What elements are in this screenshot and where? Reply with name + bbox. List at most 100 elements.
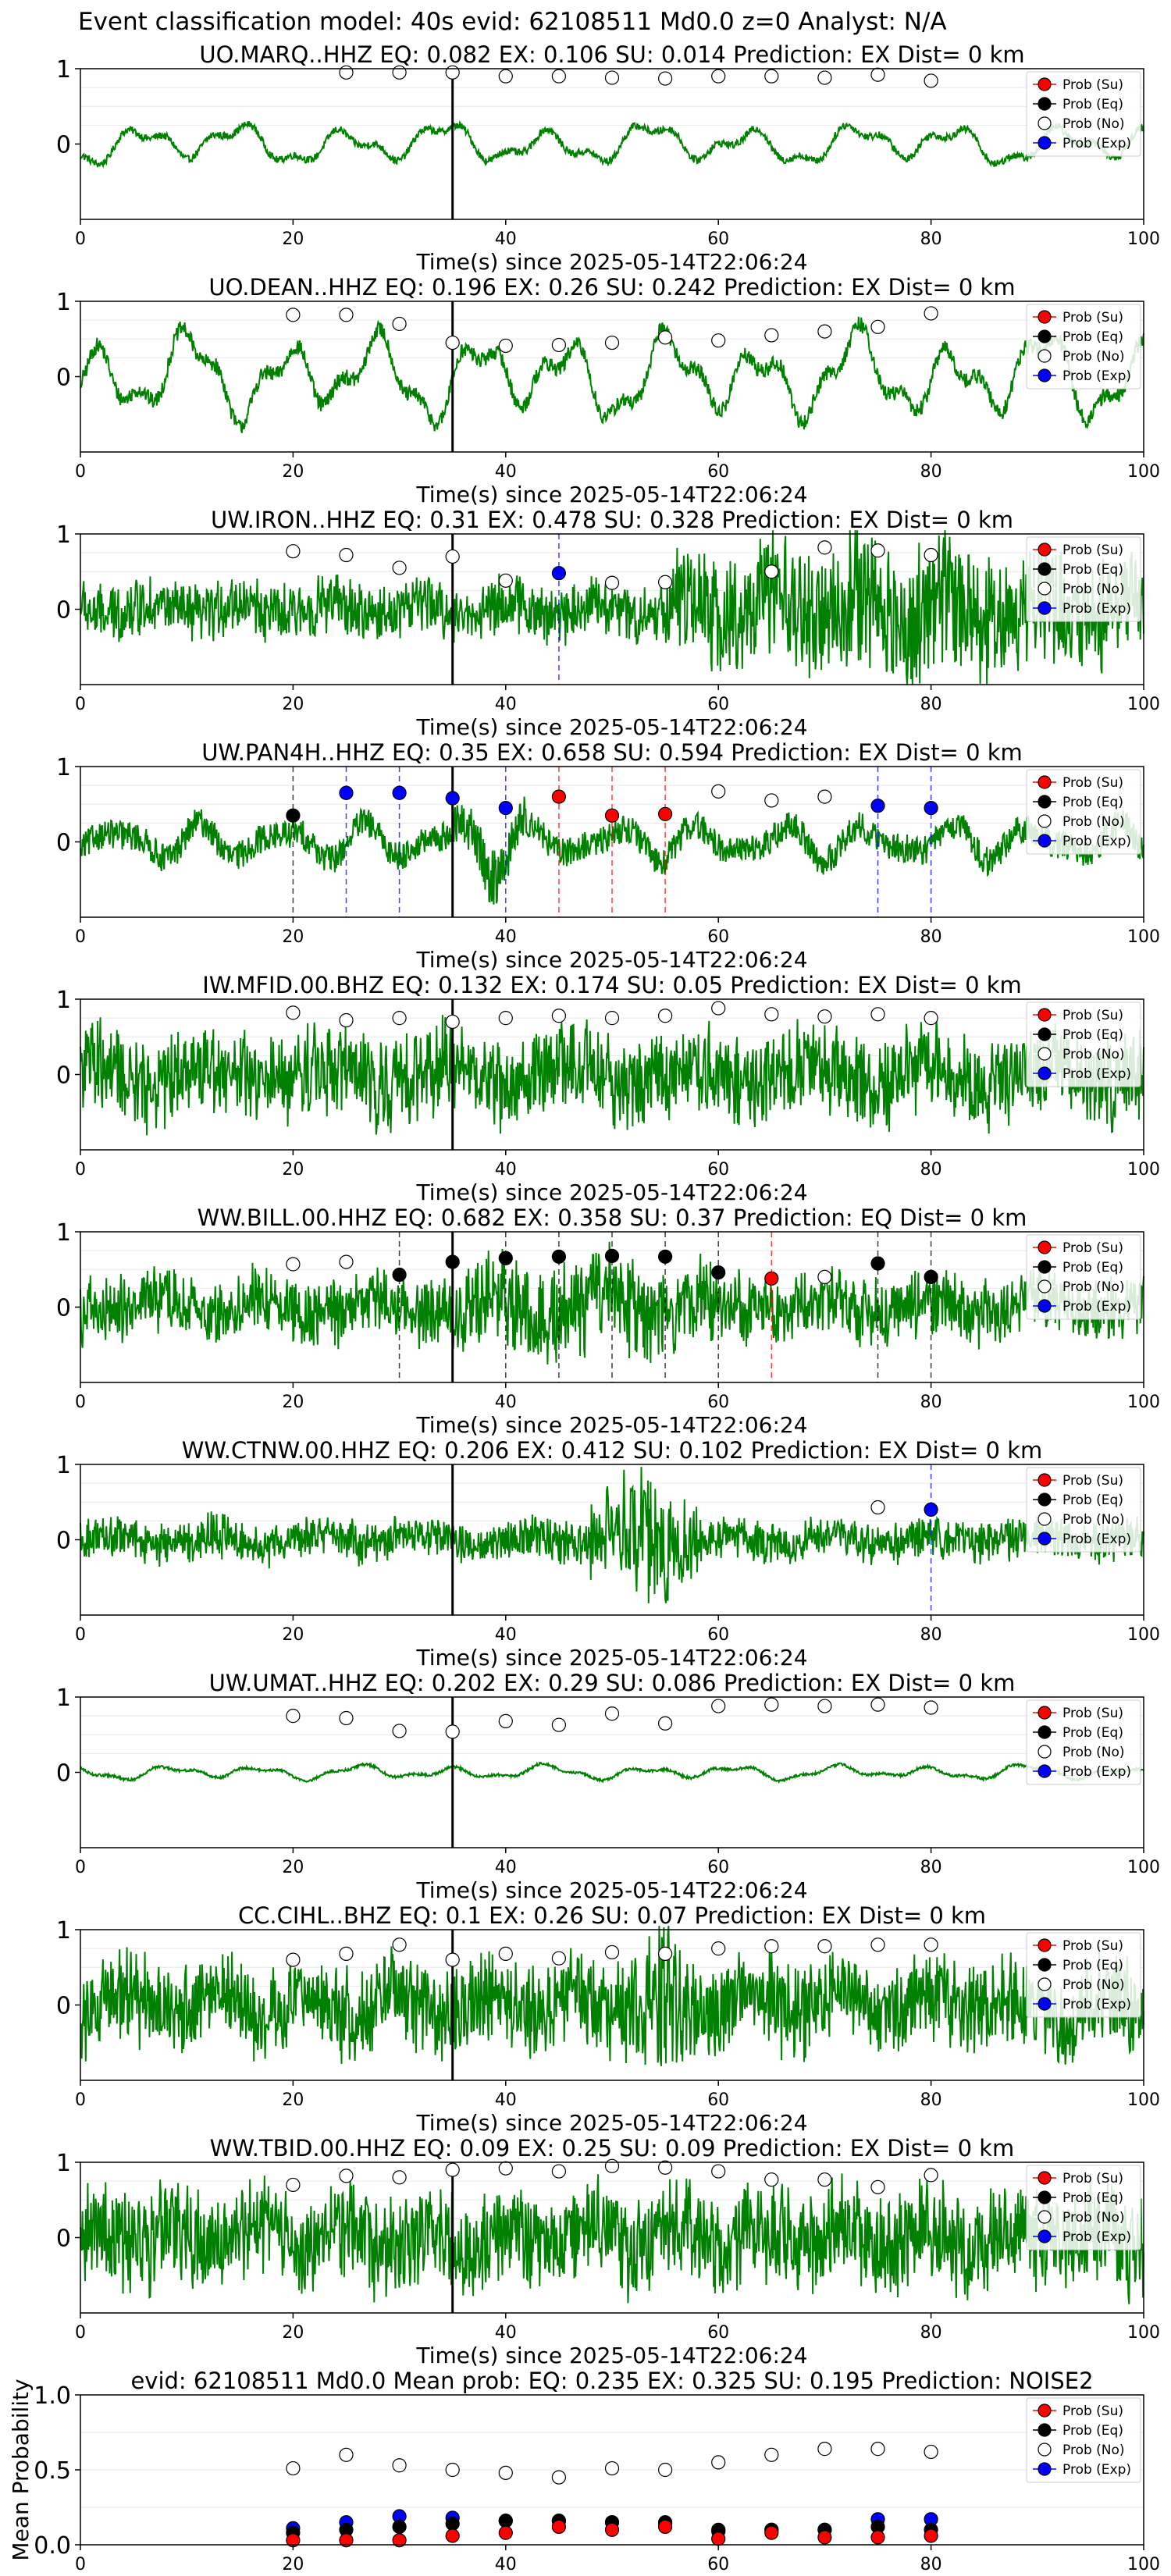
panel-6: WW.CTNW.00.HHZ EQ: 0.206 EX: 0.412 SU: 0… bbox=[56, 1437, 1160, 1670]
panel-1: UO.DEAN..HHZ EQ: 0.196 EX: 0.26 SU: 0.24… bbox=[56, 274, 1160, 507]
mean-point-su bbox=[551, 2519, 567, 2535]
y-tick-label: 1 bbox=[56, 754, 71, 781]
legend-box bbox=[1026, 2165, 1141, 2250]
x-tick-label: 40 bbox=[495, 229, 517, 249]
legend-marker-no bbox=[1038, 349, 1052, 363]
x-tick-label: 40 bbox=[495, 1393, 517, 1412]
prob-point-eq bbox=[498, 1251, 513, 1265]
legend-label: Prob (No) bbox=[1062, 349, 1125, 365]
prob-point-no bbox=[286, 544, 301, 559]
prob-point-no bbox=[339, 1254, 354, 1269]
x-tick-label: 80 bbox=[920, 1625, 942, 1645]
prob-point-eq bbox=[711, 1265, 726, 1280]
panel-title: IW.MFID.00.BHZ EQ: 0.132 EX: 0.174 SU: 0… bbox=[202, 972, 1022, 998]
panel-8: CC.CIHL..BHZ EQ: 0.1 EX: 0.26 SU: 0.07 P… bbox=[56, 1902, 1160, 2136]
x-tick-label: 100 bbox=[1127, 1625, 1160, 1645]
legend-label: Prob (Su) bbox=[1062, 2403, 1123, 2419]
prob-point-no bbox=[445, 65, 460, 80]
prob-point-no bbox=[286, 308, 301, 322]
prob-point-no bbox=[924, 1011, 938, 1026]
legend-marker-eq bbox=[1038, 795, 1052, 809]
x-tick-label: 80 bbox=[920, 2323, 942, 2343]
prob-point-no bbox=[711, 1001, 726, 1016]
prob-point-no bbox=[764, 793, 779, 808]
waveform-trace bbox=[80, 1467, 1144, 1603]
legend-box bbox=[1026, 1234, 1141, 1320]
legend-marker-exp bbox=[1038, 1997, 1052, 2011]
x-tick-label: 100 bbox=[1127, 2323, 1160, 2343]
legend-label: Prob (Exp) bbox=[1062, 1764, 1131, 1780]
legend-marker-su bbox=[1038, 1008, 1052, 1022]
x-axis-label: Time(s) since 2025-05-14T22:06:24 bbox=[415, 714, 807, 740]
legend-label: Prob (Su) bbox=[1062, 1938, 1123, 1954]
legend-marker-su bbox=[1038, 1473, 1052, 1487]
legend-label: Prob (No) bbox=[1062, 2443, 1125, 2458]
prob-point-no bbox=[764, 564, 779, 579]
legend-marker-no bbox=[1038, 2210, 1052, 2224]
x-tick-label: 0 bbox=[75, 1160, 86, 1179]
legend-label: Prob (Su) bbox=[1062, 310, 1123, 326]
prob-point-no bbox=[711, 69, 726, 84]
x-tick-label: 20 bbox=[282, 1160, 304, 1179]
prob-point-exp bbox=[924, 800, 938, 816]
waveform-trace bbox=[80, 316, 1144, 433]
mean-point-no bbox=[286, 2460, 301, 2476]
legend-box bbox=[1026, 536, 1141, 622]
x-axis-label: Time(s) since 2025-05-14T22:06:24 bbox=[415, 2343, 807, 2368]
legend-marker-eq bbox=[1038, 97, 1052, 111]
legend-marker-no bbox=[1038, 1977, 1052, 1991]
x-tick-label: 0 bbox=[75, 229, 86, 249]
panel-0: UO.MARQ..HHZ EQ: 0.082 EX: 0.106 SU: 0.0… bbox=[56, 41, 1160, 275]
legend-label: Prob (Exp) bbox=[1062, 1066, 1131, 1082]
prob-point-su bbox=[657, 806, 673, 821]
legend-marker-no bbox=[1038, 1512, 1052, 1526]
y-tick-label: 1 bbox=[56, 2150, 71, 2177]
prob-point-no bbox=[498, 1946, 513, 1961]
prob-point-no bbox=[551, 1717, 567, 1732]
legend-marker-eq bbox=[1038, 1493, 1052, 1507]
legend-label: Prob (Eq) bbox=[1062, 329, 1123, 345]
legend-marker-exp bbox=[1038, 601, 1052, 615]
x-tick-label: 0 bbox=[75, 1625, 86, 1645]
prob-point-no bbox=[604, 575, 620, 590]
legend-box bbox=[1026, 304, 1141, 390]
x-tick-label: 20 bbox=[282, 2555, 304, 2574]
legend-label: Prob (Su) bbox=[1062, 543, 1123, 558]
legend-label: Prob (Eq) bbox=[1062, 1027, 1123, 1043]
prob-point-no bbox=[604, 335, 620, 350]
x-tick-label: 0 bbox=[75, 2090, 86, 2110]
legend-label: Prob (Exp) bbox=[1062, 1532, 1131, 1547]
legend-marker-eq bbox=[1038, 2190, 1052, 2204]
prob-point-no bbox=[445, 1724, 460, 1739]
legend-label: Prob (Su) bbox=[1062, 1706, 1123, 1721]
prob-point-no bbox=[817, 1939, 832, 1954]
legend-box bbox=[1026, 1467, 1141, 1553]
x-tick-label: 100 bbox=[1127, 695, 1160, 714]
prob-point-no bbox=[817, 1699, 832, 1713]
legend-label: Prob (Eq) bbox=[1062, 1725, 1123, 1741]
legend-marker-exp bbox=[1038, 1532, 1052, 1546]
prob-point-no bbox=[657, 71, 673, 86]
legend-label: Prob (No) bbox=[1062, 1977, 1125, 1993]
prob-point-exp bbox=[445, 791, 460, 806]
prob-point-eq bbox=[445, 1254, 460, 1269]
prob-point-no bbox=[445, 2162, 460, 2177]
panel-4: IW.MFID.00.BHZ EQ: 0.132 EX: 0.174 SU: 0… bbox=[56, 972, 1160, 1205]
legend-label: Prob (Eq) bbox=[1062, 1493, 1123, 1508]
x-tick-label: 0 bbox=[75, 1858, 86, 1877]
legend-marker-no bbox=[1038, 1279, 1052, 1293]
prob-point-no bbox=[286, 1952, 301, 1967]
mean-point-su bbox=[924, 2528, 938, 2543]
legend-label: Prob (Eq) bbox=[1062, 1260, 1123, 1276]
prob-point-no bbox=[764, 2172, 779, 2187]
prob-point-exp bbox=[339, 785, 354, 800]
legend-marker-no bbox=[1038, 2443, 1052, 2457]
legend-label: Prob (Su) bbox=[1062, 1008, 1123, 1023]
x-tick-label: 0 bbox=[75, 2555, 86, 2574]
prob-point-no bbox=[711, 1699, 726, 1713]
legend-label: Prob (No) bbox=[1062, 1512, 1125, 1528]
x-tick-label: 60 bbox=[707, 927, 729, 947]
prob-point-no bbox=[817, 2172, 832, 2187]
x-tick-label: 80 bbox=[920, 927, 942, 947]
prob-point-no bbox=[817, 324, 832, 339]
